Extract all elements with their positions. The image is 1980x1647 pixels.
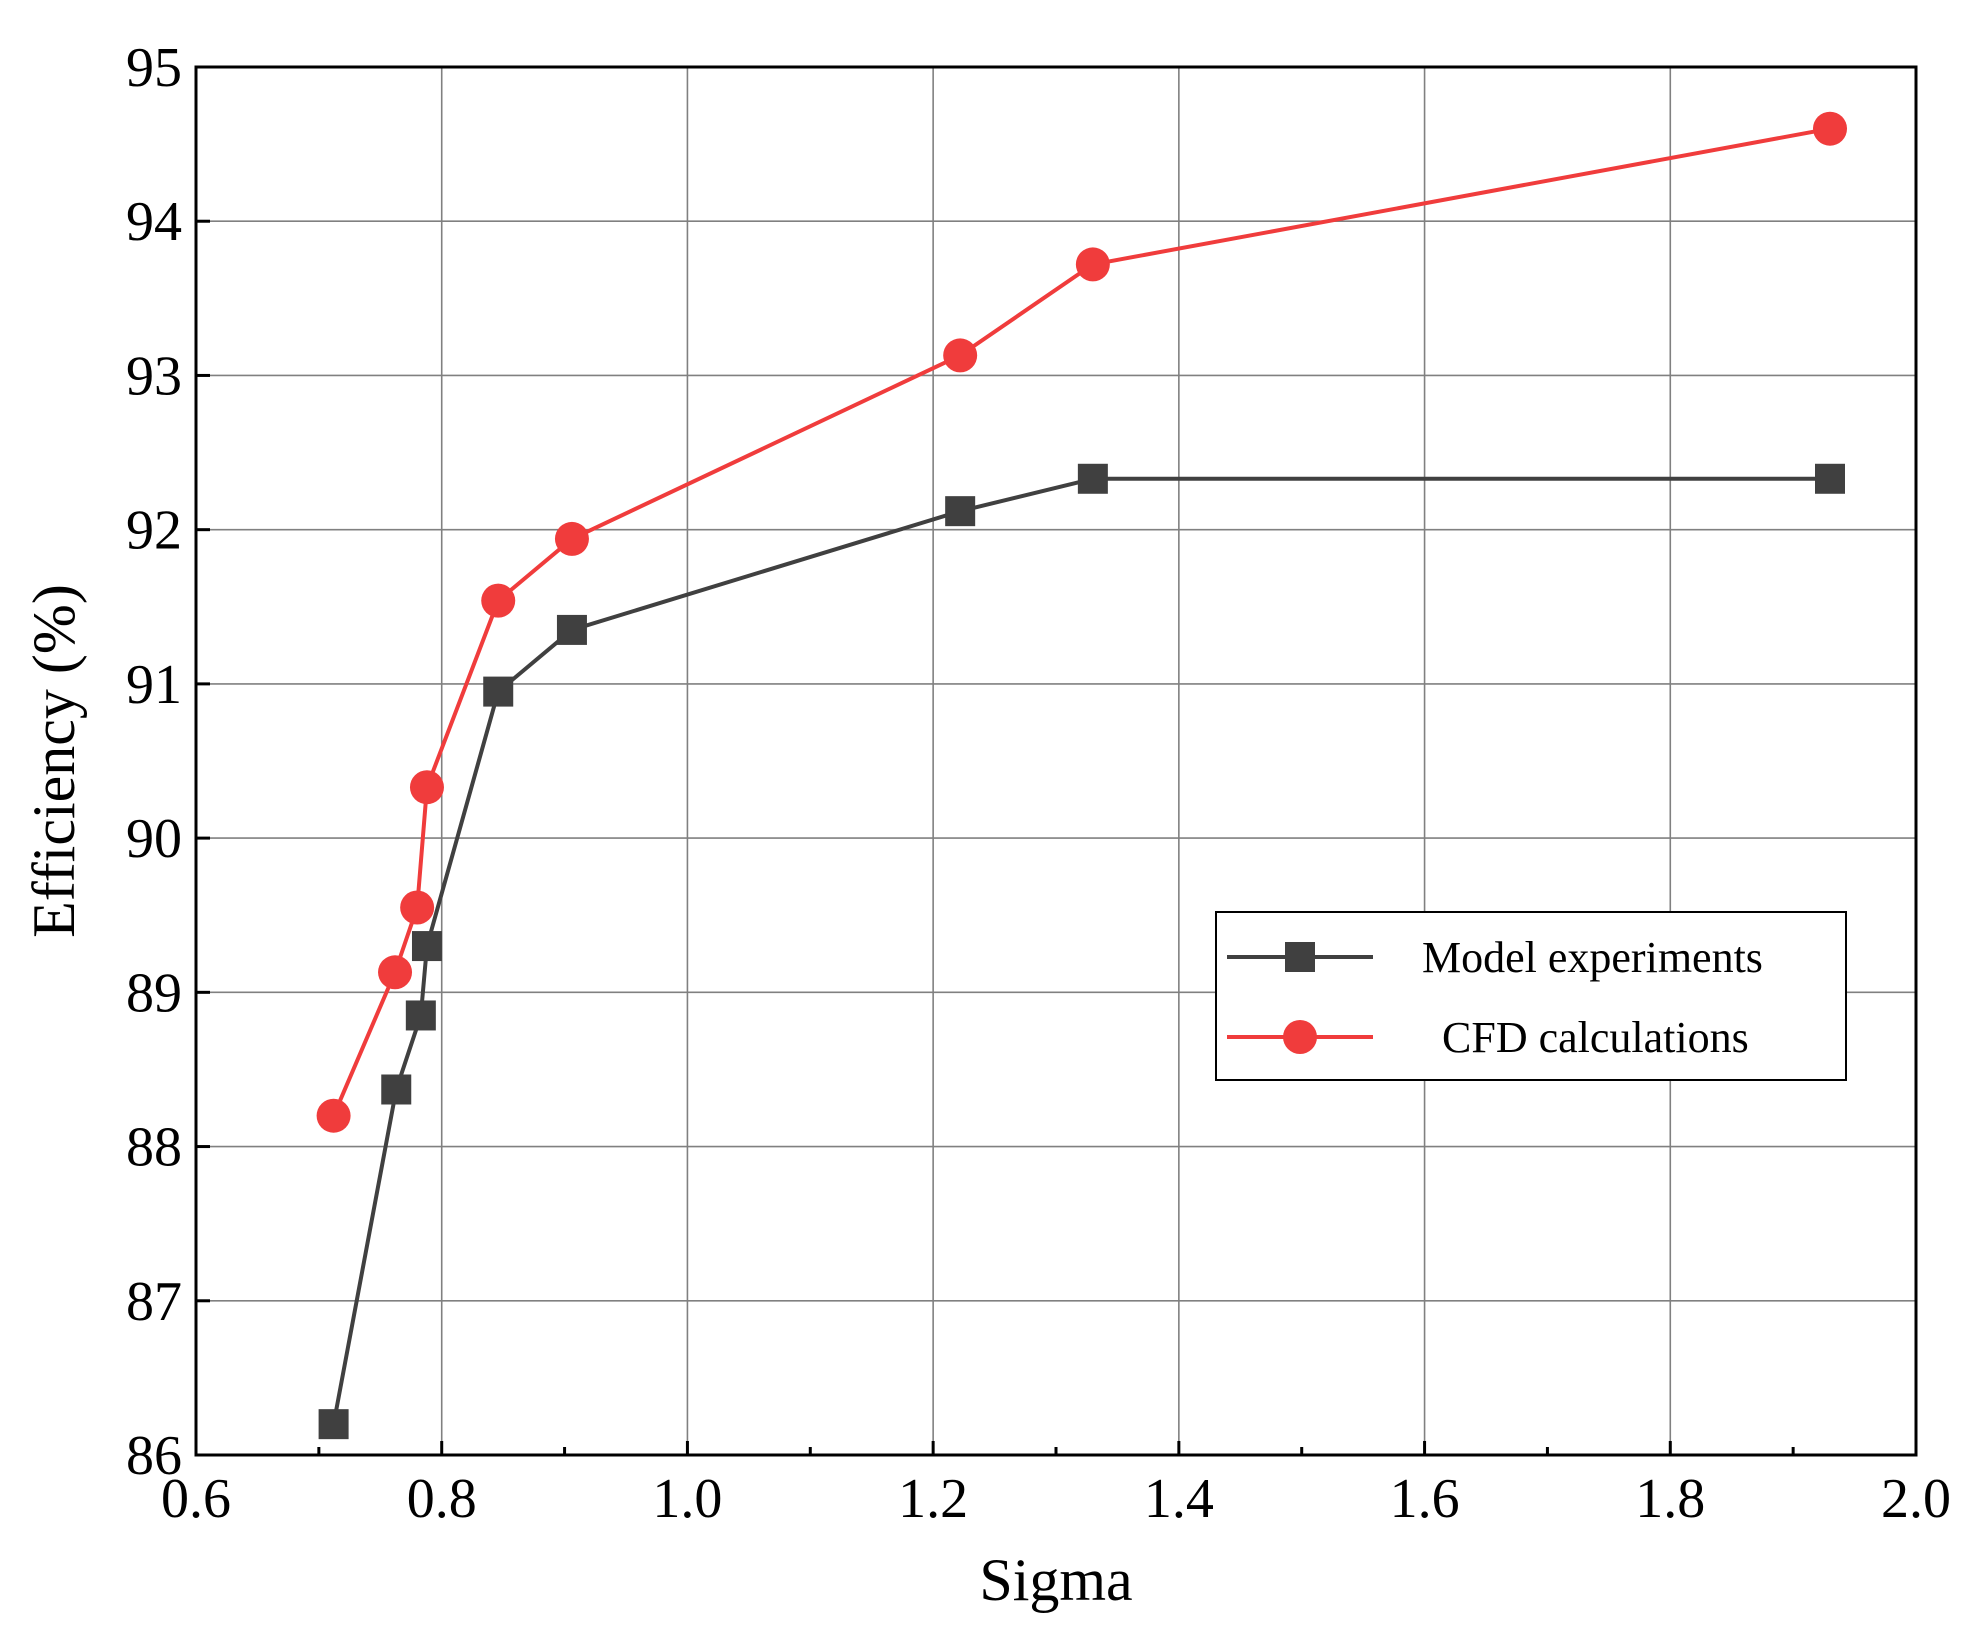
x-tick-label: 0.6 [161,1468,231,1530]
x-axis-title: Sigma [979,1547,1132,1613]
x-tick-label: 1.4 [1144,1468,1214,1530]
point-model-experiments [1815,463,1845,494]
x-tick-label: 1.0 [652,1468,722,1530]
x-tick-label: 1.6 [1390,1468,1460,1530]
y-tick-label: 86 [126,1425,182,1487]
y-tick-label: 87 [126,1271,182,1333]
x-tick-label: 1.8 [1635,1468,1705,1530]
plot-frame [194,65,1918,1457]
point-model-experiments [945,496,976,527]
legend-label-model: Model experiments [1422,933,1763,982]
point-cfd-calculations [943,338,978,373]
x-tick-label: 0.8 [407,1468,477,1530]
point-cfd-calculations [378,955,413,990]
axis-ticks [194,65,1918,1457]
point-model-experiments [556,614,587,645]
x-tick-label: 2.0 [1881,1468,1951,1530]
legend-marker-cfd [1283,1020,1317,1054]
point-model-experiments [1077,463,1108,494]
point-cfd-calculations [400,890,435,925]
y-tick-label: 90 [126,808,182,870]
x-tick-label: 1.2 [898,1468,968,1530]
point-model-experiments [483,676,514,707]
point-cfd-calculations [1813,111,1847,146]
point-model-experiments [411,931,442,962]
legend: Model experiments CFD calculations [1215,911,1847,1081]
point-cfd-calculations [554,521,589,556]
legend-marker-model [1285,942,1315,972]
tick-labels: 0.6 0.8 1.0 1.2 1.4 1.6 1.8 2.0 86 87 88 89 90 91 92 93… [126,37,1951,1530]
y-tick-label: 95 [126,37,182,99]
y-tick-label: 92 [126,500,182,562]
y-tick-label: 94 [126,191,182,253]
y-tick-label: 93 [126,345,182,407]
grid-lines [196,67,1916,1455]
point-cfd-calculations [409,770,444,805]
point-model-experiments [381,1074,412,1105]
legend-box [1215,911,1847,1081]
point-model-experiments [405,1000,436,1031]
point-model-experiments [318,1409,349,1440]
point-cfd-calculations [481,583,516,618]
legend-label-cfd: CFD calculations [1442,1013,1749,1062]
series-layer [316,111,1847,1440]
y-tick-label: 91 [126,654,182,716]
point-cfd-calculations [1075,247,1110,282]
point-cfd-calculations [316,1098,351,1133]
y-tick-label: 89 [126,962,182,1024]
y-axis-title: Efficiency (%) [21,584,87,938]
y-tick-label: 88 [126,1117,182,1179]
